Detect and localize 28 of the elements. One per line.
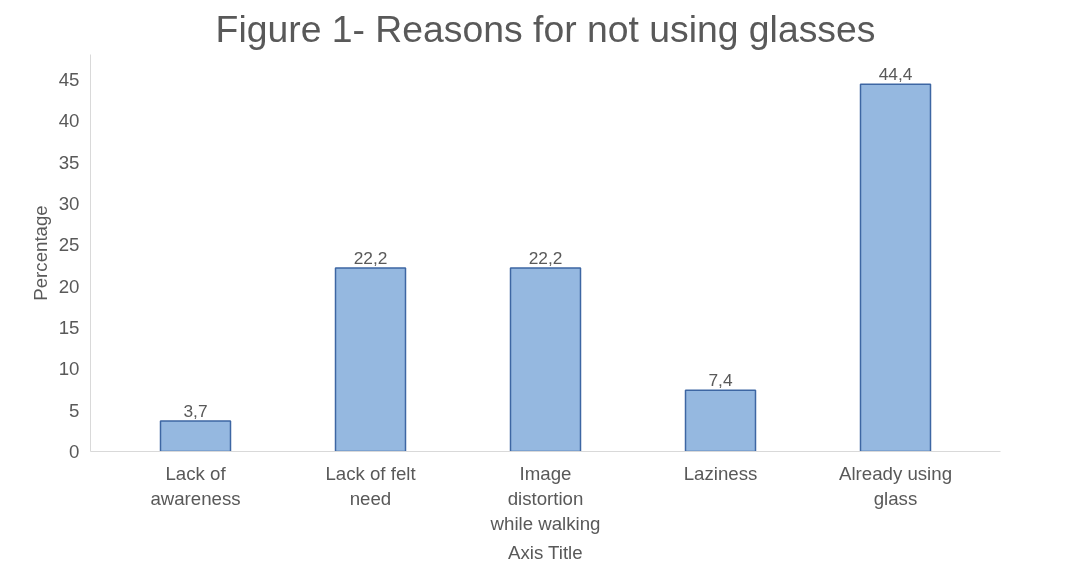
- bar: [159, 420, 232, 452]
- y-tick-label: 10: [58, 358, 80, 380]
- y-tick-label: 40: [58, 110, 80, 132]
- x-tick-label: Lack of awareness: [150, 462, 241, 509]
- y-tick-label: 20: [58, 275, 80, 297]
- y-tick-label: 5: [69, 399, 80, 421]
- x-tick-label: Image distortion while walking: [489, 462, 601, 534]
- chart-title: Figure 1- Reasons for not using glasses: [215, 7, 876, 50]
- y-tick-label: 25: [58, 234, 80, 256]
- data-label: 7,4: [708, 370, 733, 391]
- data-label: 3,7: [183, 400, 208, 421]
- x-tick-label: Lack of felt need: [325, 462, 417, 509]
- y-tick-label: 45: [58, 68, 80, 90]
- y-tick-label: 35: [58, 151, 80, 173]
- y-axis-title: Percentage: [29, 205, 51, 301]
- x-axis-title: Axis Title: [508, 541, 583, 563]
- data-label: 44,4: [878, 64, 913, 85]
- x-tick-label: Laziness: [683, 462, 758, 484]
- bar: [509, 267, 582, 452]
- y-tick-label: 0: [69, 441, 80, 462]
- y-tick-label: 30: [58, 192, 80, 214]
- data-label: 22,2: [353, 247, 388, 268]
- x-tick-label: Already using glass: [838, 462, 953, 509]
- bar: [334, 267, 407, 452]
- bar: [684, 389, 757, 452]
- bar: [859, 83, 932, 452]
- data-label: 22,2: [528, 247, 563, 268]
- y-tick-label: 15: [58, 316, 80, 338]
